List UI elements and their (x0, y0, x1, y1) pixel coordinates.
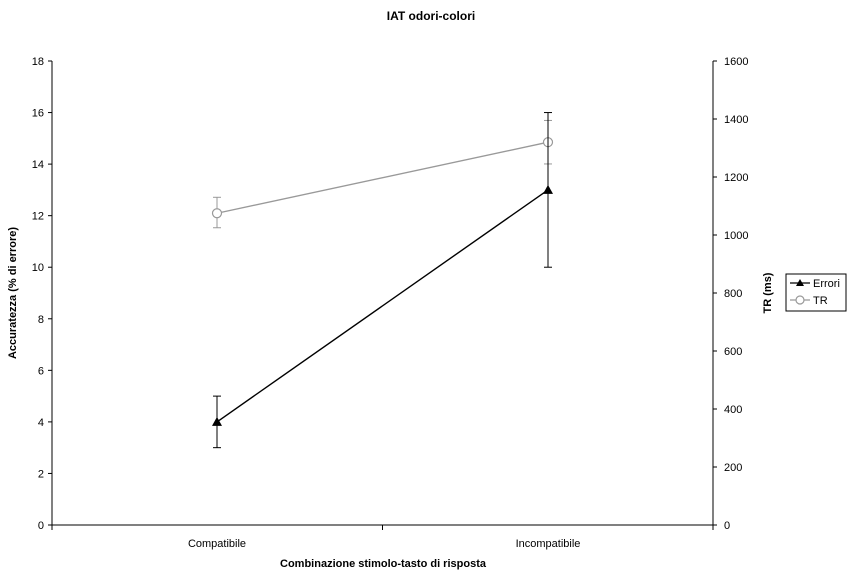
y-right-axis-title: TR (ms) (762, 272, 774, 313)
y-left-tick-label: 10 (32, 262, 44, 274)
y-right-tick-label: 0 (724, 520, 730, 532)
x-category-label: Incompatibile (516, 538, 581, 550)
legend-label-errori: Errori (813, 278, 840, 290)
data-point-errori (212, 416, 222, 426)
data-point-errori (543, 184, 553, 194)
y-left-tick-label: 2 (38, 468, 44, 480)
y-left-tick-label: 18 (32, 56, 44, 68)
y-right-tick-label: 600 (724, 346, 742, 358)
chart-title: IAT odori-colori (387, 9, 475, 23)
y-left-tick-label: 16 (32, 108, 44, 120)
y-right-tick-label: 400 (724, 404, 742, 416)
y-left-tick-label: 8 (38, 314, 44, 326)
left-y-ticks: 0 2 4 6 8 10 12 14 16 18 (32, 56, 52, 532)
series-line-tr (216, 141, 549, 214)
y-left-tick-label: 6 (38, 365, 44, 377)
y-left-tick-label: 0 (38, 520, 44, 532)
y-right-tick-label: 1400 (724, 114, 748, 126)
legend-circle-icon (795, 295, 805, 305)
x-axis-title: Combinazione stimolo-tasto di risposta (280, 558, 487, 570)
y-left-tick-label: 4 (38, 417, 44, 429)
y-right-tick-label: 1000 (724, 230, 748, 242)
y-right-tick-label: 1600 (724, 56, 748, 68)
y-right-tick-label: 1200 (724, 172, 748, 184)
x-category-label: Compatibile (188, 538, 246, 550)
legend-triangle-icon (796, 279, 804, 286)
x-ticks: Compatibile Incompatibile (51, 525, 714, 550)
series-line-errori (216, 189, 549, 423)
right-y-ticks: 0 200 400 600 800 1000 1200 1400 1600 (713, 56, 748, 532)
series-layer (211, 112, 554, 449)
y-right-tick-label: 200 (724, 462, 742, 474)
y-left-tick-label: 12 (32, 211, 44, 223)
legend: Errori TR (785, 273, 847, 312)
y-left-axis-title: Accuratezza (% di errore) (7, 227, 19, 359)
legend-label-tr: TR (813, 295, 828, 307)
data-point-tr (211, 208, 223, 219)
y-right-tick-label: 800 (724, 288, 742, 300)
legend-box (785, 273, 847, 312)
y-left-tick-label: 14 (32, 159, 44, 171)
